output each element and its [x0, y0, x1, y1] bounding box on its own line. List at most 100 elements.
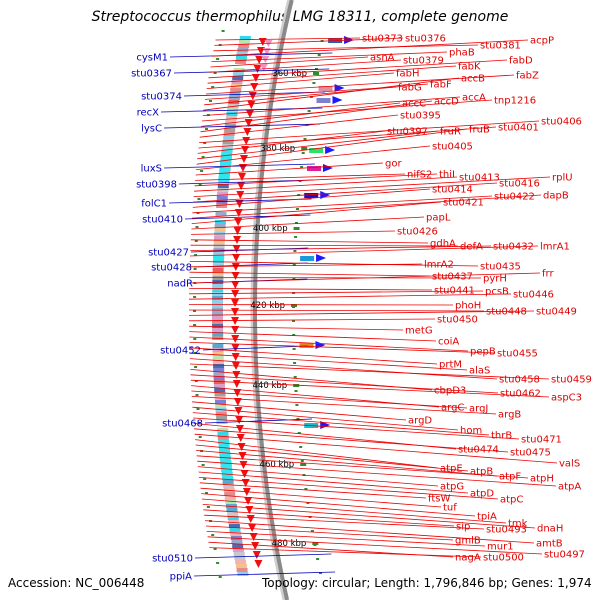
forward-gene-label[interactable]: recX [137, 108, 160, 119]
reverse-gene-label[interactable]: pcsB [485, 287, 509, 298]
reverse-gene-label[interactable]: mur1 [487, 542, 514, 553]
reverse-gene-label[interactable]: accD [434, 97, 459, 108]
reverse-gene-label[interactable]: phoH [455, 301, 481, 312]
reverse-gene-label[interactable]: pepB [470, 347, 496, 358]
reverse-gene-label[interactable]: stu0475 [510, 448, 551, 459]
reverse-gene-label[interactable]: stu0458 [499, 375, 540, 386]
forward-gene-label[interactable]: lysC [141, 124, 162, 135]
forward-gene-label[interactable]: stu0427 [148, 248, 189, 259]
reverse-gene-label[interactable]: phaB [449, 48, 475, 59]
reverse-gene-label[interactable]: stu0493 [486, 525, 527, 536]
reverse-gene-label[interactable]: accB [461, 74, 485, 85]
reverse-gene-label[interactable]: atpD [470, 489, 494, 500]
reverse-gene-label[interactable]: nifS2 [407, 170, 432, 181]
reverse-gene-label[interactable]: stu0414 [432, 185, 473, 196]
reverse-gene-label[interactable]: dapB [543, 191, 569, 202]
reverse-gene-label[interactable]: stu0448 [486, 307, 527, 318]
reverse-gene-label[interactable]: stu0376 [405, 34, 446, 45]
forward-gene-label[interactable]: folC1 [141, 199, 167, 210]
reverse-gene-label[interactable]: fabH [396, 69, 420, 80]
reverse-gene-label[interactable]: asnA [370, 53, 395, 64]
reverse-gene-label[interactable]: stu0450 [437, 315, 478, 326]
reverse-gene-label[interactable]: stu0421 [443, 198, 484, 209]
reverse-gene-label[interactable]: stu0405 [432, 142, 473, 153]
reverse-gene-label[interactable]: ftsW [428, 494, 450, 505]
reverse-gene-label[interactable]: tpiA [477, 512, 497, 523]
reverse-gene-label[interactable]: cbpD3 [434, 386, 466, 397]
reverse-gene-label[interactable]: atpE [440, 464, 463, 475]
forward-gene-label[interactable]: ppiA [170, 572, 192, 583]
reverse-gene-label[interactable]: stu0422 [494, 192, 535, 203]
reverse-gene-label[interactable]: atpH [530, 474, 554, 485]
reverse-gene-label[interactable]: argJ [469, 404, 488, 415]
reverse-gene-label[interactable]: stu0471 [521, 435, 562, 446]
reverse-gene-label[interactable]: stu0413 [459, 173, 500, 184]
reverse-gene-label[interactable]: atpB [470, 467, 493, 478]
forward-gene-label[interactable]: stu0374 [141, 92, 182, 103]
reverse-gene-label[interactable]: stu0406 [541, 117, 582, 128]
reverse-gene-label[interactable]: alaS [469, 366, 490, 377]
reverse-gene-label[interactable]: stu0449 [536, 307, 577, 318]
reverse-gene-label[interactable]: rplU [552, 173, 573, 184]
reverse-gene-label[interactable]: lmrA1 [540, 242, 570, 253]
reverse-gene-label[interactable]: gdhA [430, 239, 456, 250]
reverse-gene-label[interactable]: stu0432 [493, 242, 534, 253]
reverse-gene-label[interactable]: stu0395 [400, 111, 441, 122]
reverse-gene-label[interactable]: stu0435 [480, 262, 521, 273]
reverse-gene-label[interactable]: stu0500 [483, 553, 524, 564]
reverse-gene-label[interactable]: papL [426, 213, 451, 224]
reverse-gene-label[interactable]: acpP [530, 36, 554, 47]
reverse-gene-label[interactable]: tuf [443, 503, 457, 514]
reverse-gene-label[interactable]: gor [385, 159, 402, 170]
reverse-gene-label[interactable]: prtM [439, 360, 462, 371]
reverse-gene-label[interactable]: atpC [500, 495, 523, 506]
reverse-gene-label[interactable]: defA [460, 242, 483, 253]
reverse-gene-label[interactable]: tnp1216 [494, 96, 536, 107]
reverse-gene-label[interactable]: fabK [458, 62, 481, 73]
reverse-gene-label[interactable]: valS [559, 459, 580, 470]
reverse-gene-label[interactable]: argB [498, 410, 521, 421]
reverse-gene-label[interactable]: stu0497 [544, 550, 585, 561]
forward-gene-label[interactable]: stu0468 [162, 419, 203, 430]
reverse-gene-label[interactable]: atpG [440, 482, 464, 493]
forward-gene-label[interactable]: nadR [167, 279, 193, 290]
reverse-gene-label[interactable]: lmrA2 [424, 260, 454, 271]
reverse-gene-label[interactable]: atpA [558, 482, 581, 493]
reverse-gene-label[interactable]: stu0426 [397, 227, 438, 238]
reverse-gene-label[interactable]: tmk [508, 519, 528, 530]
forward-gene-label[interactable]: stu0410 [142, 215, 183, 226]
reverse-gene-label[interactable]: fabF [430, 80, 452, 91]
forward-gene-label[interactable]: stu0428 [151, 263, 192, 274]
reverse-gene-label[interactable]: sip [456, 522, 470, 533]
reverse-gene-label[interactable]: stu0379 [403, 56, 444, 67]
reverse-gene-label[interactable]: stu0381 [480, 41, 521, 52]
forward-gene-label[interactable]: stu0510 [152, 554, 193, 565]
reverse-gene-label[interactable]: stu0462 [500, 389, 541, 400]
reverse-gene-label[interactable]: hom [460, 426, 482, 437]
reverse-gene-label[interactable]: stu0459 [551, 375, 592, 386]
forward-gene-label[interactable]: stu0452 [160, 346, 201, 357]
reverse-gene-label[interactable]: stu0474 [458, 445, 499, 456]
reverse-gene-label[interactable]: stu0401 [498, 123, 539, 134]
forward-gene-label[interactable]: cysM1 [136, 53, 168, 64]
reverse-gene-label[interactable]: thiI [439, 170, 455, 181]
forward-gene-label[interactable]: stu0367 [131, 69, 172, 80]
reverse-gene-label[interactable]: stu0455 [497, 349, 538, 360]
reverse-gene-label[interactable]: fruB [469, 125, 490, 136]
reverse-gene-label[interactable]: amtB [536, 539, 563, 550]
reverse-gene-label[interactable]: aspC3 [551, 393, 582, 404]
reverse-gene-label[interactable]: fabD [509, 56, 533, 67]
reverse-gene-label[interactable]: stu0373 [362, 34, 403, 45]
reverse-gene-label[interactable]: stu0397 [387, 127, 428, 138]
reverse-gene-label[interactable]: fabZ [516, 71, 539, 82]
forward-gene-label[interactable]: luxS [141, 164, 162, 175]
reverse-gene-label[interactable]: stu0437 [432, 272, 473, 283]
reverse-gene-label[interactable]: atpF [499, 472, 521, 483]
reverse-gene-label[interactable]: dnaH [537, 524, 563, 535]
reverse-gene-label[interactable]: thrB [491, 431, 512, 442]
reverse-gene-label[interactable]: nagA [455, 553, 481, 564]
reverse-gene-label[interactable]: accA [462, 93, 486, 104]
reverse-gene-label[interactable]: argD [408, 416, 432, 427]
reverse-gene-label[interactable]: fruR [440, 127, 461, 138]
reverse-gene-label[interactable]: argC [441, 403, 464, 414]
